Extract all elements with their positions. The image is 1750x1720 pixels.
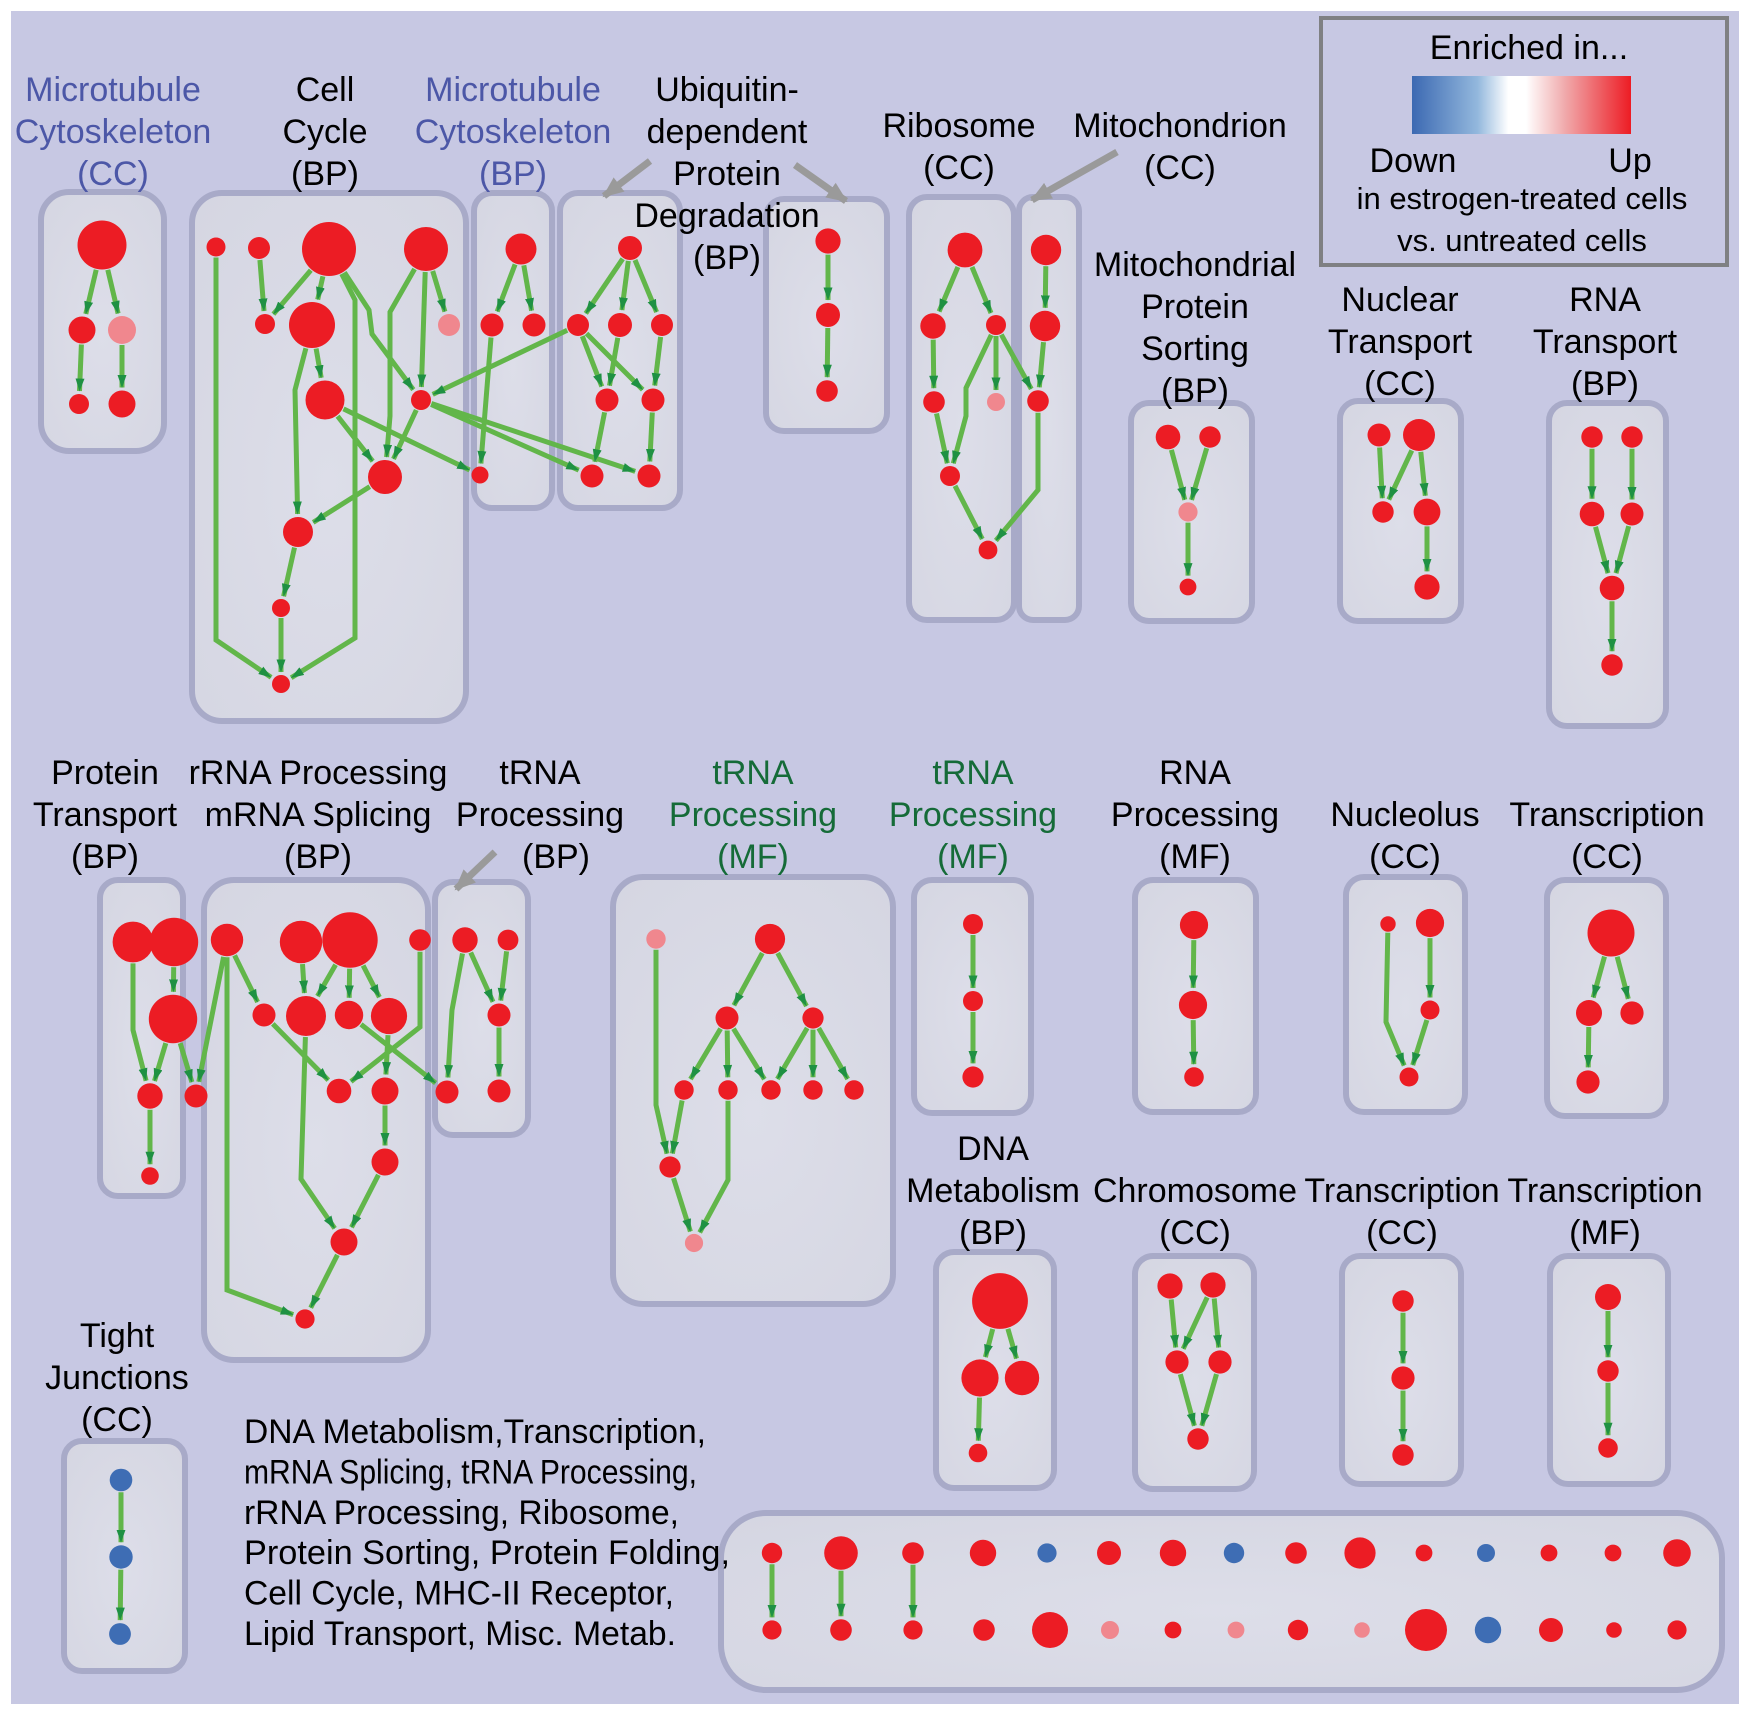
svg-text:Nucleolus: Nucleolus	[1330, 796, 1479, 834]
svg-text:Transport: Transport	[1533, 323, 1678, 361]
svg-text:(CC): (CC)	[1159, 1214, 1231, 1252]
svg-text:mRNA Splicing, tRNA Processing: mRNA Splicing, tRNA Processing,	[244, 1453, 697, 1491]
svg-text:(BP): (BP)	[479, 155, 547, 193]
svg-text:Metabolism: Metabolism	[906, 1172, 1080, 1210]
svg-text:(BP): (BP)	[1161, 372, 1229, 410]
svg-text:(BP): (BP)	[693, 239, 761, 277]
svg-text:Enriched in...: Enriched in...	[1430, 29, 1628, 67]
svg-text:(BP): (BP)	[71, 838, 139, 876]
svg-text:Transcription: Transcription	[1304, 1172, 1499, 1210]
svg-text:RNA: RNA	[1159, 754, 1231, 792]
svg-text:Nuclear: Nuclear	[1341, 281, 1458, 319]
svg-text:(CC): (CC)	[1364, 365, 1436, 403]
svg-text:Cell Cycle, MHC-II Receptor,: Cell Cycle, MHC-II Receptor,	[244, 1575, 674, 1613]
svg-text:Sorting: Sorting	[1141, 330, 1249, 368]
svg-text:tRNA: tRNA	[712, 754, 794, 792]
svg-text:tRNA: tRNA	[932, 754, 1014, 792]
svg-text:dependent: dependent	[647, 113, 808, 151]
svg-text:(BP): (BP)	[522, 838, 590, 876]
svg-text:Lipid Transport, Misc. Metab.: Lipid Transport, Misc. Metab.	[244, 1615, 676, 1653]
svg-text:(CC): (CC)	[923, 149, 995, 187]
svg-text:Processing: Processing	[889, 796, 1057, 834]
svg-text:Processing: Processing	[669, 796, 837, 834]
svg-text:(CC): (CC)	[1369, 838, 1441, 876]
svg-text:Microtubule: Microtubule	[425, 71, 601, 109]
svg-text:Transcription: Transcription	[1507, 1172, 1702, 1210]
svg-text:Protein: Protein	[1141, 288, 1249, 326]
svg-text:Cell: Cell	[296, 71, 355, 109]
svg-text:Transport: Transport	[33, 796, 178, 834]
svg-text:(MF): (MF)	[717, 838, 789, 876]
svg-text:Cycle: Cycle	[282, 113, 367, 151]
svg-text:Protein: Protein	[51, 754, 159, 792]
svg-text:vs. untreated cells: vs. untreated cells	[1397, 223, 1647, 258]
svg-text:in estrogen-treated cells: in estrogen-treated cells	[1357, 181, 1688, 216]
svg-text:(CC): (CC)	[77, 155, 149, 193]
svg-text:Cytoskeleton: Cytoskeleton	[415, 113, 612, 151]
svg-text:Protein: Protein	[673, 155, 781, 193]
svg-text:Ribosome: Ribosome	[882, 107, 1035, 145]
svg-text:(CC): (CC)	[1366, 1214, 1438, 1252]
svg-text:Ubiquitin-: Ubiquitin-	[655, 71, 799, 109]
svg-text:tRNA: tRNA	[499, 754, 581, 792]
svg-text:Junctions: Junctions	[45, 1359, 189, 1397]
svg-text:Degradation: Degradation	[634, 197, 819, 235]
svg-text:(MF): (MF)	[937, 838, 1009, 876]
svg-text:Mitochondrial: Mitochondrial	[1094, 246, 1296, 284]
svg-text:RNA: RNA	[1569, 281, 1641, 319]
svg-text:DNA: DNA	[957, 1130, 1029, 1168]
svg-text:(BP): (BP)	[1571, 365, 1639, 403]
svg-text:Microtubule: Microtubule	[25, 71, 201, 109]
svg-text:Processing: Processing	[1111, 796, 1279, 834]
svg-text:(CC): (CC)	[81, 1401, 153, 1439]
svg-text:DNA Metabolism,Transcription,: DNA Metabolism,Transcription,	[244, 1413, 706, 1451]
svg-text:Chromosome: Chromosome	[1093, 1172, 1297, 1210]
svg-text:Down: Down	[1370, 142, 1457, 180]
svg-text:(BP): (BP)	[291, 155, 359, 193]
svg-text:mRNA Splicing: mRNA Splicing	[205, 796, 432, 834]
svg-text:(MF): (MF)	[1569, 1214, 1641, 1252]
svg-text:Tight: Tight	[80, 1317, 155, 1355]
svg-text:(BP): (BP)	[959, 1214, 1027, 1252]
svg-text:rRNA Processing, Ribosome,: rRNA Processing, Ribosome,	[244, 1494, 679, 1532]
svg-text:Processing: Processing	[456, 796, 624, 834]
svg-text:rRNA Processing: rRNA Processing	[189, 754, 448, 792]
svg-text:Transport: Transport	[1328, 323, 1473, 361]
svg-text:(CC): (CC)	[1571, 838, 1643, 876]
svg-text:(MF): (MF)	[1159, 838, 1231, 876]
svg-text:Protein Sorting, Protein Foldi: Protein Sorting, Protein Folding,	[244, 1534, 730, 1572]
svg-text:Transcription: Transcription	[1509, 796, 1704, 834]
svg-text:(BP): (BP)	[284, 838, 352, 876]
svg-text:Up: Up	[1608, 142, 1651, 180]
svg-text:Mitochondrion: Mitochondrion	[1073, 107, 1287, 145]
svg-text:(CC): (CC)	[1144, 149, 1216, 187]
svg-text:Cytoskeleton: Cytoskeleton	[15, 113, 212, 151]
